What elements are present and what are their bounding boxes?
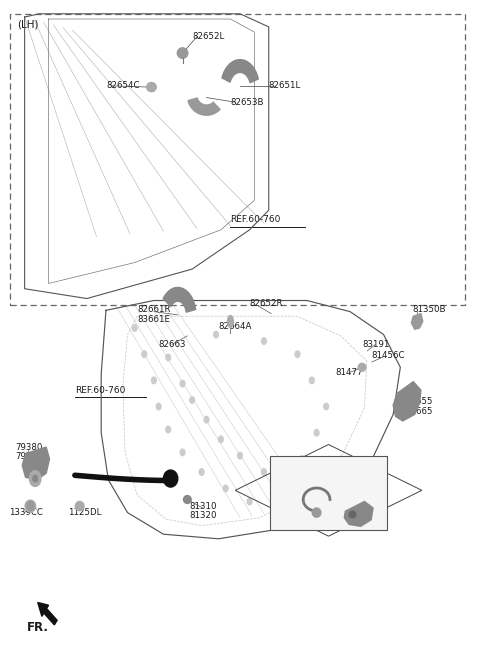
Circle shape <box>204 417 209 423</box>
Polygon shape <box>22 447 49 480</box>
Bar <box>270 457 387 529</box>
Ellipse shape <box>228 316 233 327</box>
Polygon shape <box>344 501 373 526</box>
Text: 82664A: 82664A <box>218 321 252 331</box>
Circle shape <box>300 456 305 462</box>
Circle shape <box>218 436 223 443</box>
Circle shape <box>310 377 314 384</box>
Circle shape <box>166 426 170 433</box>
Text: 82652L: 82652L <box>192 32 224 41</box>
Text: 82665: 82665 <box>405 407 432 416</box>
Circle shape <box>27 501 34 510</box>
Polygon shape <box>188 98 220 115</box>
Ellipse shape <box>312 508 321 517</box>
Text: 79390: 79390 <box>15 453 42 461</box>
Text: 82653B: 82653B <box>230 98 264 107</box>
Circle shape <box>199 469 204 476</box>
Ellipse shape <box>349 511 356 518</box>
Ellipse shape <box>177 48 188 58</box>
Text: 81310: 81310 <box>190 502 217 510</box>
Circle shape <box>29 471 41 486</box>
Text: 1125DL: 1125DL <box>68 508 101 517</box>
Text: 82661R: 82661R <box>137 305 170 314</box>
Text: 82663: 82663 <box>158 340 186 349</box>
Circle shape <box>180 380 185 387</box>
Text: 83191: 83191 <box>362 340 389 349</box>
Text: 813F2: 813F2 <box>298 479 324 487</box>
Circle shape <box>223 485 228 491</box>
Circle shape <box>152 377 156 384</box>
Polygon shape <box>411 314 423 329</box>
Circle shape <box>262 338 266 344</box>
Circle shape <box>247 498 252 504</box>
Text: 82652R: 82652R <box>250 298 283 308</box>
Ellipse shape <box>163 470 178 487</box>
Text: REF.60-760: REF.60-760 <box>230 215 281 224</box>
Text: REF.60-760: REF.60-760 <box>75 386 125 395</box>
Circle shape <box>295 351 300 358</box>
Text: 813D2: 813D2 <box>277 499 306 507</box>
Ellipse shape <box>183 495 191 503</box>
Text: 81477: 81477 <box>336 368 363 377</box>
Circle shape <box>286 485 290 491</box>
Circle shape <box>142 351 147 358</box>
Ellipse shape <box>75 501 84 510</box>
Text: 81456C: 81456C <box>372 351 405 360</box>
Polygon shape <box>222 60 258 83</box>
Circle shape <box>314 430 319 436</box>
Circle shape <box>324 403 328 410</box>
Text: 82655: 82655 <box>405 397 432 406</box>
Circle shape <box>33 476 37 482</box>
Circle shape <box>190 397 194 403</box>
Text: 813F1: 813F1 <box>298 469 324 478</box>
Polygon shape <box>163 287 196 312</box>
Circle shape <box>214 331 218 338</box>
Circle shape <box>132 325 137 331</box>
FancyArrow shape <box>38 602 57 625</box>
Text: (LH): (LH) <box>17 19 39 29</box>
Circle shape <box>238 453 242 459</box>
Text: 83661E: 83661E <box>137 315 170 324</box>
Circle shape <box>166 354 170 361</box>
Text: 1339CC: 1339CC <box>9 508 43 517</box>
Text: FR.: FR. <box>27 621 49 634</box>
Polygon shape <box>393 382 421 421</box>
Text: 81350B: 81350B <box>412 305 446 314</box>
Text: 79380: 79380 <box>15 443 42 451</box>
Circle shape <box>180 449 185 456</box>
Ellipse shape <box>147 83 156 92</box>
Circle shape <box>262 469 266 476</box>
Text: 82654C: 82654C <box>106 81 140 91</box>
Circle shape <box>156 403 161 410</box>
Text: 91651: 91651 <box>316 499 343 507</box>
Text: 82651L: 82651L <box>269 81 301 91</box>
Text: 813D1: 813D1 <box>277 489 306 497</box>
Text: 81320: 81320 <box>190 512 217 520</box>
Ellipse shape <box>25 500 36 512</box>
Ellipse shape <box>358 363 366 371</box>
